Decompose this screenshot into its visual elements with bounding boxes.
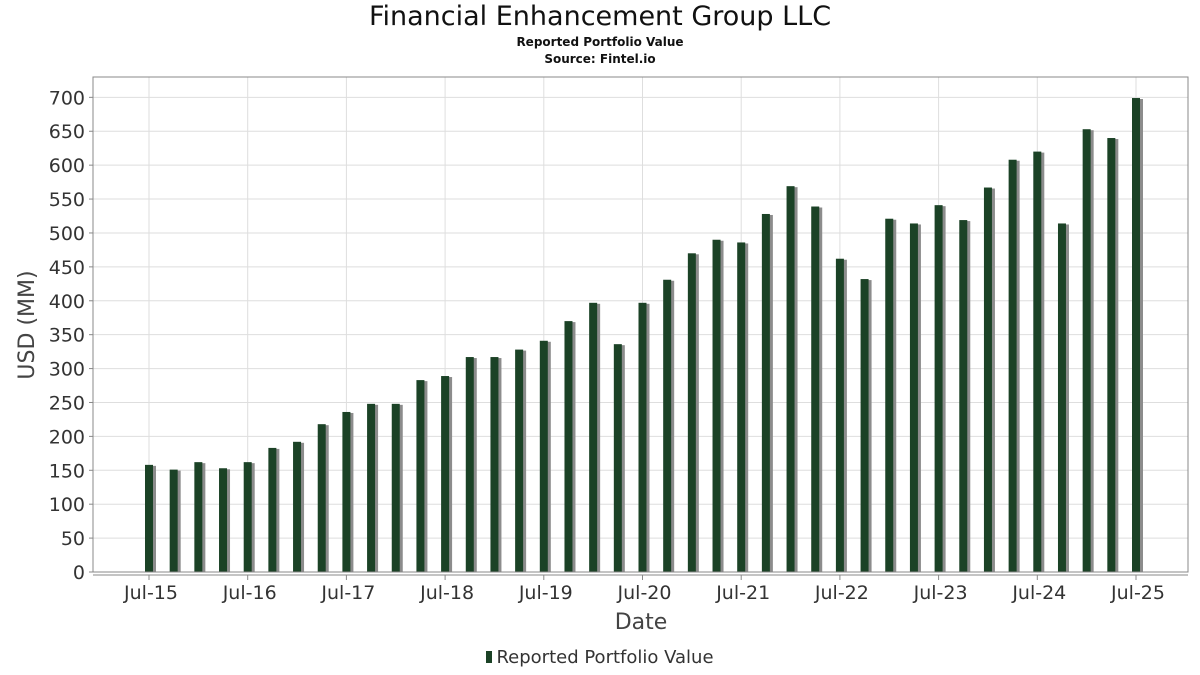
- y-tick-label: 50: [61, 528, 85, 550]
- bar: [367, 403, 376, 572]
- bar: [465, 357, 474, 572]
- legend-label: Reported Portfolio Value: [496, 647, 714, 668]
- x-tick-label: Jul-15: [123, 582, 178, 604]
- bar: [885, 218, 894, 572]
- y-tick-label: 500: [49, 223, 85, 245]
- bar: [268, 447, 277, 572]
- axes: 0 50 100 150 200 250 300 350 400 450 500 550 600 650 7…: [49, 76, 1189, 604]
- x-tick-label: Jul-21: [715, 582, 770, 604]
- x-tick-label: Jul-22: [814, 582, 869, 604]
- bar: [687, 253, 696, 572]
- x-tick-label: Jul-25: [1110, 582, 1165, 604]
- y-tick-label: 0: [73, 562, 85, 584]
- bar: [860, 279, 869, 572]
- x-tick-label: Jul-18: [419, 582, 474, 604]
- bar: [391, 403, 400, 572]
- plot-frame: [92, 76, 1189, 573]
- bar: [490, 357, 499, 572]
- bar: [613, 344, 622, 572]
- x-tick-label: Jul-16: [222, 582, 277, 604]
- bar: [441, 376, 450, 572]
- y-tick-label: 150: [49, 460, 85, 482]
- bar: [663, 279, 672, 572]
- chart-source: Source: Fintel.io: [544, 52, 656, 66]
- bar: [145, 464, 153, 572]
- y-tick-label: 350: [49, 325, 85, 347]
- y-tick-label: 200: [49, 426, 85, 448]
- y-tick-label: 650: [49, 121, 85, 143]
- x-tick-label: Jul-17: [320, 582, 375, 604]
- bar: [1107, 138, 1116, 572]
- bar: [909, 223, 918, 572]
- legend: Reported Portfolio Value: [0, 647, 1200, 668]
- bar: [243, 462, 252, 572]
- bar: [638, 302, 647, 572]
- y-tick-label: 450: [49, 257, 85, 279]
- chart-subtitle: Reported Portfolio Value: [516, 35, 684, 49]
- bar: [539, 340, 548, 572]
- bar: [317, 424, 326, 572]
- bar: [416, 380, 425, 572]
- bar: [219, 468, 228, 572]
- bar: [737, 242, 746, 572]
- bar: [194, 462, 203, 572]
- y-tick-label: 300: [49, 359, 85, 381]
- x-tick-label: Jul-24: [1011, 582, 1066, 604]
- bar: [564, 321, 573, 572]
- bar: [169, 469, 178, 572]
- bar: [1033, 151, 1042, 572]
- bar: [983, 187, 992, 572]
- bar: [811, 206, 820, 572]
- x-tick-label: Jul-23: [913, 582, 968, 604]
- bar: [761, 213, 770, 572]
- x-tick-label: Jul-19: [518, 582, 573, 604]
- bar: [1082, 129, 1091, 572]
- bar: [835, 258, 844, 572]
- bar: [712, 239, 721, 572]
- bar: [293, 441, 302, 572]
- y-tick-label: 550: [49, 189, 85, 211]
- y-tick-label: 400: [49, 291, 85, 313]
- bar: [1132, 98, 1140, 573]
- bar: [1008, 159, 1017, 573]
- x-axis-label: Date: [615, 610, 668, 635]
- chart-title: Financial Enhancement Group LLC: [368, 1, 832, 32]
- bar: [786, 186, 795, 572]
- y-tick-label: 600: [49, 155, 85, 177]
- y-tick-label: 100: [49, 494, 85, 516]
- bar: [589, 302, 598, 572]
- bar: [934, 205, 943, 572]
- y-axis-label: USD (MM): [15, 270, 40, 379]
- bar: [342, 411, 351, 572]
- y-tick-label: 250: [49, 392, 85, 414]
- x-tick-label: Jul-20: [617, 582, 672, 604]
- y-tick-label: 700: [49, 87, 85, 109]
- bar: [1057, 223, 1066, 572]
- bar: [515, 349, 524, 572]
- bar: [959, 220, 968, 572]
- legend-swatch: [486, 651, 493, 663]
- bars: [145, 98, 1143, 573]
